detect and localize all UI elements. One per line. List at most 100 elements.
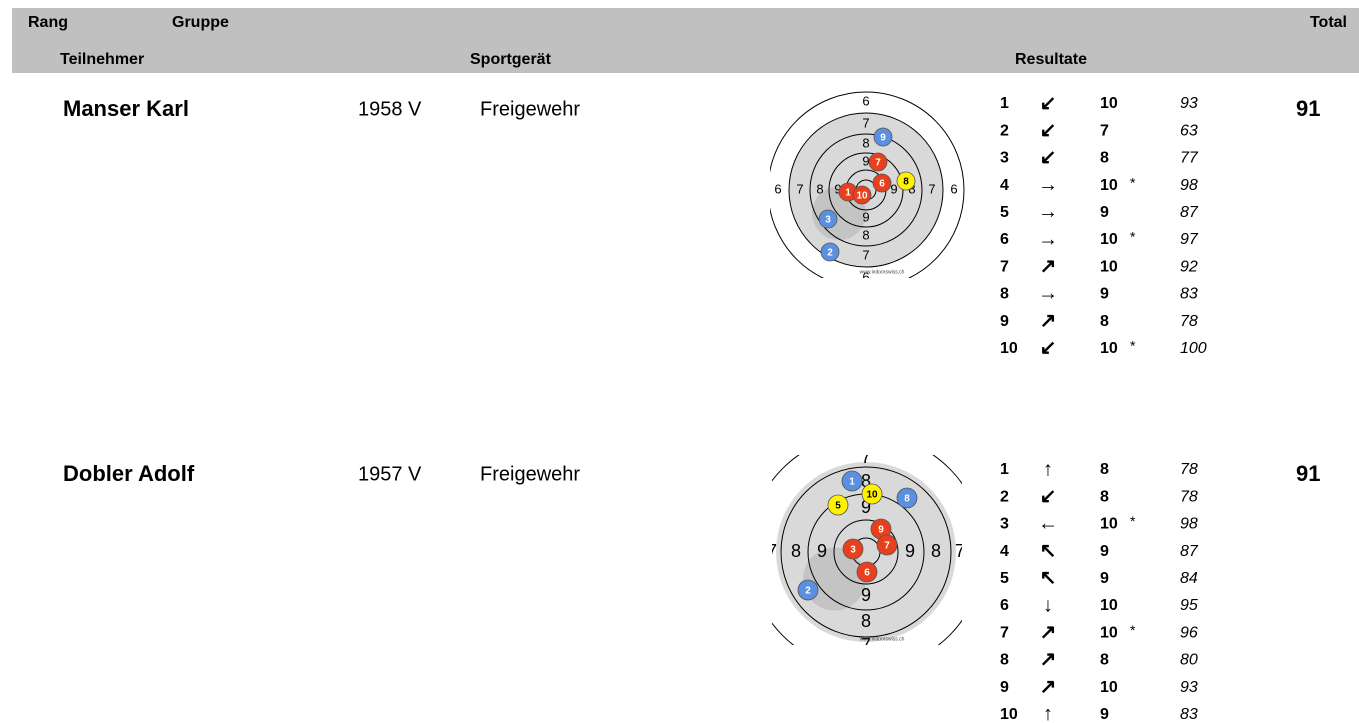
shot-score: 8 [1100, 461, 1109, 478]
header-results: Resultate [1015, 51, 1087, 68]
ring-label: 6 [774, 181, 781, 196]
shot-arrow: ↙ [1040, 337, 1057, 359]
ring-label: 8 [791, 541, 801, 561]
ring-label: 7 [861, 447, 871, 467]
hit-label: 10 [856, 191, 868, 202]
shot-score: 9 [1100, 204, 1109, 221]
hit-label: 6 [864, 568, 870, 579]
ring-label: 7 [955, 541, 965, 561]
shot-nr: 1 [1000, 95, 1009, 112]
shot-arrow: ↗ [1040, 676, 1057, 698]
shot-value: 87 [1180, 204, 1199, 221]
participant-equipment: Freigewehr [480, 463, 580, 485]
ring-label: 6 [862, 93, 869, 108]
shot-arrow: ↙ [1040, 119, 1057, 141]
shot-arrow: ↗ [1040, 649, 1057, 671]
hit-label: 7 [875, 158, 881, 169]
shot-value: 92 [1180, 258, 1198, 275]
shot-arrow: ↑ [1043, 458, 1053, 480]
shot-arrow: ↙ [1040, 147, 1057, 169]
shot-nr: 5 [1000, 204, 1009, 221]
page: {"header": {"rank": "Rang", "group": "Gr… [0, 0, 1359, 723]
hit-label: 2 [805, 586, 811, 597]
participant-name: Manser Karl [63, 96, 189, 121]
shot-nr: 5 [1000, 570, 1009, 587]
participant-total: 91 [1296, 461, 1320, 486]
header-group: Gruppe [172, 14, 229, 31]
shot-value: 78 [1180, 313, 1198, 330]
hit-label: 5 [835, 501, 841, 512]
shot-star: * [1130, 622, 1136, 638]
header-rank: Rang [28, 14, 68, 31]
shot-score: 7 [1100, 122, 1109, 139]
shot-score: 10 [1100, 516, 1118, 533]
shot-value: 63 [1180, 122, 1198, 139]
shot-score: 10 [1100, 177, 1118, 194]
shot-value: 78 [1180, 488, 1198, 505]
hit-label: 8 [903, 177, 909, 188]
shot-score: 9 [1100, 543, 1109, 560]
shot-arrow: ↑ [1043, 703, 1053, 723]
shot-arrow: → [1038, 228, 1058, 250]
shot-star: * [1130, 338, 1136, 354]
shot-value: 78 [1180, 461, 1198, 478]
hit-label: 9 [880, 133, 886, 144]
target-watermark: www.indoorswiss.ch [860, 636, 905, 642]
shot-nr: 9 [1000, 313, 1009, 330]
ring-label: 8 [862, 135, 869, 150]
shot-score: 10 [1100, 679, 1118, 696]
shot-nr: 3 [1000, 150, 1009, 167]
shot-value: 83 [1180, 286, 1198, 303]
shot-value: 93 [1180, 679, 1198, 696]
shot-value: 83 [1180, 706, 1198, 723]
shot-value: 98 [1180, 177, 1198, 194]
shot-score: 8 [1100, 488, 1109, 505]
shot-nr: 9 [1000, 679, 1009, 696]
shot-score: 9 [1100, 570, 1109, 587]
shot-nr: 10 [1000, 706, 1018, 723]
hit-label: 3 [825, 215, 831, 226]
shot-score: 10 [1100, 258, 1118, 275]
shot-arrow: ↖ [1040, 567, 1057, 589]
shot-score: 9 [1100, 706, 1109, 723]
ring-label: 9 [862, 153, 869, 168]
shot-score: 10 [1100, 597, 1118, 614]
shot-nr: 8 [1000, 286, 1009, 303]
shot-score: 10 [1100, 95, 1118, 112]
hit-label: 9 [878, 525, 884, 536]
hit-label: 10 [866, 490, 878, 501]
shot-arrow: ↗ [1040, 310, 1057, 332]
shot-nr: 7 [1000, 624, 1009, 641]
hit-label: 2 [827, 248, 833, 259]
ring-label: 6 [950, 181, 957, 196]
shot-arrow: → [1038, 201, 1058, 223]
ring-label: 8 [816, 181, 823, 196]
shot-score: 10 [1100, 624, 1118, 641]
shot-score: 10 [1100, 231, 1118, 248]
shot-value: 93 [1180, 95, 1198, 112]
ring-label: 9 [905, 541, 915, 561]
shot-value: 96 [1180, 624, 1198, 641]
shot-nr: 2 [1000, 488, 1009, 505]
ring-label: 7 [928, 181, 935, 196]
shot-nr: 3 [1000, 516, 1009, 533]
hit-label: 6 [879, 179, 885, 190]
shot-arrow: → [1038, 283, 1058, 305]
participant-year: 1957 V [358, 463, 422, 485]
participant-year: 1958 V [358, 98, 422, 120]
shot-score: 10 [1100, 340, 1118, 357]
shot-value: 87 [1180, 543, 1199, 560]
shot-value: 95 [1180, 597, 1198, 614]
shot-nr: 4 [1000, 177, 1009, 194]
shot-value: 80 [1180, 652, 1198, 669]
target: 7777888899991108597362www.indoorswiss.ch [748, 434, 984, 670]
ring-label: 7 [862, 247, 869, 262]
ring-label: 8 [862, 227, 869, 242]
shot-star: * [1130, 513, 1136, 529]
shot-score: 8 [1100, 313, 1109, 330]
header-participant: Teilnehmer [60, 51, 144, 68]
shot-nr: 6 [1000, 597, 1009, 614]
target-watermark: www.indoorswiss.ch [860, 269, 905, 275]
header-equipment: Sportgerät [470, 51, 552, 68]
